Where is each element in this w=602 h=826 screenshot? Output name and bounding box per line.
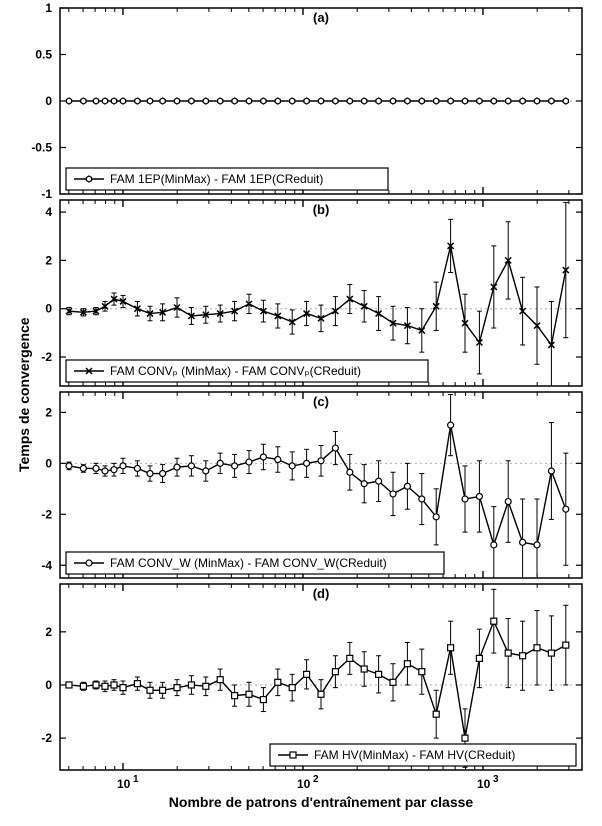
- svg-text:2: 2: [45, 625, 52, 639]
- svg-text:0: 0: [45, 456, 52, 470]
- svg-text:0: 0: [45, 302, 52, 316]
- svg-text:FAM CONV_W (MinMax) - FAM CONV: FAM CONV_W (MinMax) - FAM CONV_W(CReduit…: [110, 556, 387, 570]
- svg-text:1: 1: [133, 774, 139, 785]
- x-axis-label: Nombre de patrons d'entraînement par cla…: [60, 794, 582, 810]
- svg-text:2: 2: [45, 405, 52, 419]
- svg-text:-2: -2: [41, 350, 52, 364]
- svg-text:(b): (b): [313, 202, 330, 217]
- svg-text:0: 0: [45, 94, 52, 108]
- svg-text:-2: -2: [41, 731, 52, 745]
- chart-svg: -1 -0.5 0 0.5 1 (a) FAM 1EP(MinMax) - FAM 1EP(…: [0, 0, 602, 826]
- svg-text:3: 3: [493, 774, 499, 785]
- svg-text:4: 4: [45, 205, 52, 219]
- svg-text:10: 10: [297, 777, 311, 791]
- svg-text:-2: -2: [41, 507, 52, 521]
- svg-text:-1: -1: [41, 187, 52, 201]
- svg-text:10: 10: [117, 777, 131, 791]
- svg-text:-4: -4: [41, 558, 52, 572]
- svg-text:1: 1: [45, 1, 52, 15]
- svg-text:0: 0: [45, 678, 52, 692]
- svg-text:(d): (d): [313, 586, 330, 601]
- multi-panel-chart: Temps de convergence -1-0.500.51(a)FAM 1…: [0, 0, 602, 826]
- svg-text:2: 2: [45, 253, 52, 267]
- svg-text:FAM HV(MinMax) - FAM HV(CRedui: FAM HV(MinMax) - FAM HV(CReduit): [314, 748, 515, 762]
- svg-text:2: 2: [313, 774, 319, 785]
- svg-text:(c): (c): [313, 394, 329, 409]
- svg-text:(a): (a): [313, 10, 329, 25]
- svg-text:-0.5: -0.5: [31, 141, 52, 155]
- svg-text:FAM 1EP(MinMax) - FAM 1EP(CRed: FAM 1EP(MinMax) - FAM 1EP(CReduit): [110, 172, 323, 186]
- svg-text:10: 10: [477, 777, 491, 791]
- svg-text:FAM CONVₚ (MinMax) - FAM CONVₚ: FAM CONVₚ (MinMax) - FAM CONVₚ(CReduit): [110, 364, 361, 378]
- svg-text:0.5: 0.5: [35, 48, 52, 62]
